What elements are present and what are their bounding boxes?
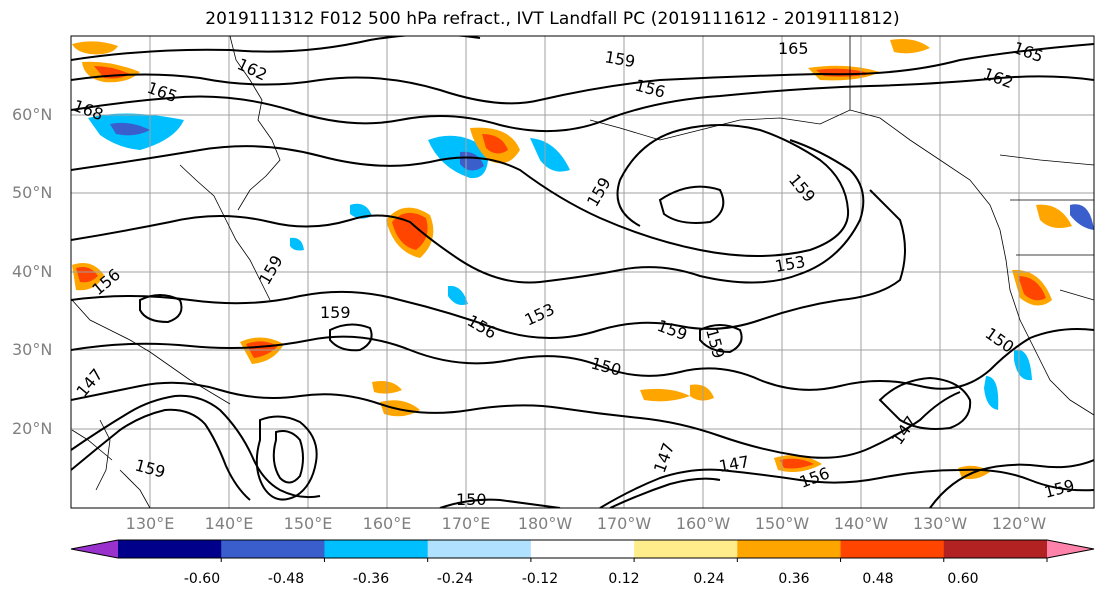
shaded-anomalies xyxy=(72,39,1094,480)
anomaly-patch xyxy=(1070,204,1094,230)
contour-label: 153 xyxy=(522,299,558,329)
anomaly-patch xyxy=(72,41,118,55)
anomaly-patch xyxy=(1036,204,1072,228)
contour-label: 168 xyxy=(71,96,106,124)
contour-label: 159 xyxy=(583,174,615,210)
colorbar-tick-label: -0.60 xyxy=(183,571,221,587)
anomaly-patch xyxy=(530,138,570,172)
contour-label: 159 xyxy=(785,170,819,206)
lon-label: 140°E xyxy=(204,514,254,533)
contour-label: 150 xyxy=(589,354,623,380)
colorbar-tick-label: 0.36 xyxy=(778,571,810,587)
lon-label: 180°W xyxy=(517,514,573,533)
contour-label: 159 xyxy=(655,316,690,344)
lon-label: 160°E xyxy=(362,514,412,533)
lon-label: 120°W xyxy=(991,514,1047,533)
lon-label: 130°E xyxy=(125,514,175,533)
lon-label: 160°W xyxy=(675,514,731,533)
anomaly-patch xyxy=(76,267,98,283)
colorbar-tick-label: -0.24 xyxy=(436,571,474,587)
contour-label: 159 xyxy=(603,47,636,71)
contour-label: 162 xyxy=(981,64,1016,92)
lon-label: 150°W xyxy=(754,514,810,533)
anomaly-patch xyxy=(392,212,428,250)
anomaly-patch xyxy=(448,285,468,305)
lon-label: 150°E xyxy=(283,514,333,533)
lat-label: 60°N xyxy=(12,105,53,124)
lat-label: 30°N xyxy=(12,340,53,359)
contour-label: 165 xyxy=(1011,38,1046,66)
lat-label: 40°N xyxy=(12,262,53,281)
map-frame xyxy=(70,35,1095,509)
contour-label: 150 xyxy=(982,324,1018,357)
anomaly-patch xyxy=(1014,349,1032,381)
lat-label: 50°N xyxy=(12,183,53,202)
contour-label: 147 xyxy=(888,412,921,448)
lon-label: 170°W xyxy=(596,514,652,533)
coastlines xyxy=(71,36,1094,508)
anomaly-patch xyxy=(780,458,814,469)
lon-label: 140°W xyxy=(833,514,889,533)
anomaly-patch xyxy=(640,388,690,402)
contour-label: 156 xyxy=(464,311,500,343)
anomaly-patch xyxy=(482,134,508,154)
graticule xyxy=(71,36,1094,508)
contour-label: 159 xyxy=(702,326,728,360)
anomaly-patch xyxy=(380,400,420,417)
contour-label: 162 xyxy=(234,54,270,84)
contour-label: 165 xyxy=(778,39,809,58)
anomaly-patch xyxy=(890,39,930,54)
colorbar-tick-label: 0.60 xyxy=(947,571,979,587)
colorbar-tick-label: 0.12 xyxy=(608,571,640,587)
anomaly-patch xyxy=(110,122,150,136)
lon-label: 130°W xyxy=(912,514,968,533)
lat-label: 20°N xyxy=(12,419,53,438)
contour-label: 159 xyxy=(1042,476,1076,502)
contour-labels: 162 165 168 159 156 165 165 162 159 159 … xyxy=(71,38,1077,509)
contour-label: 150 xyxy=(456,490,487,509)
refractivity-contours xyxy=(71,36,1094,508)
colorbar-tick-label: 0.48 xyxy=(862,571,894,587)
anomaly-patch xyxy=(350,203,372,219)
anomaly-patch xyxy=(290,237,304,251)
anomaly-patch xyxy=(690,384,714,401)
contour-label: 147 xyxy=(73,365,107,401)
colorbar-tick-label: 0.24 xyxy=(693,571,725,587)
lon-label: 170°E xyxy=(441,514,491,533)
map-title: 2019111312 F012 500 hPa refract., IVT La… xyxy=(205,9,900,29)
contour-label: 159 xyxy=(320,303,351,322)
contour-label: 147 xyxy=(650,440,678,475)
anomaly-patch xyxy=(1018,276,1046,301)
colorbar-tick-label: -0.48 xyxy=(267,571,305,587)
contour-label: 159 xyxy=(255,252,287,288)
contour-label: 159 xyxy=(133,456,167,482)
anomaly-patch xyxy=(984,376,999,410)
colorbar-tick-label: -0.36 xyxy=(352,571,390,587)
colorbar-tick-label: -0.12 xyxy=(521,571,559,587)
